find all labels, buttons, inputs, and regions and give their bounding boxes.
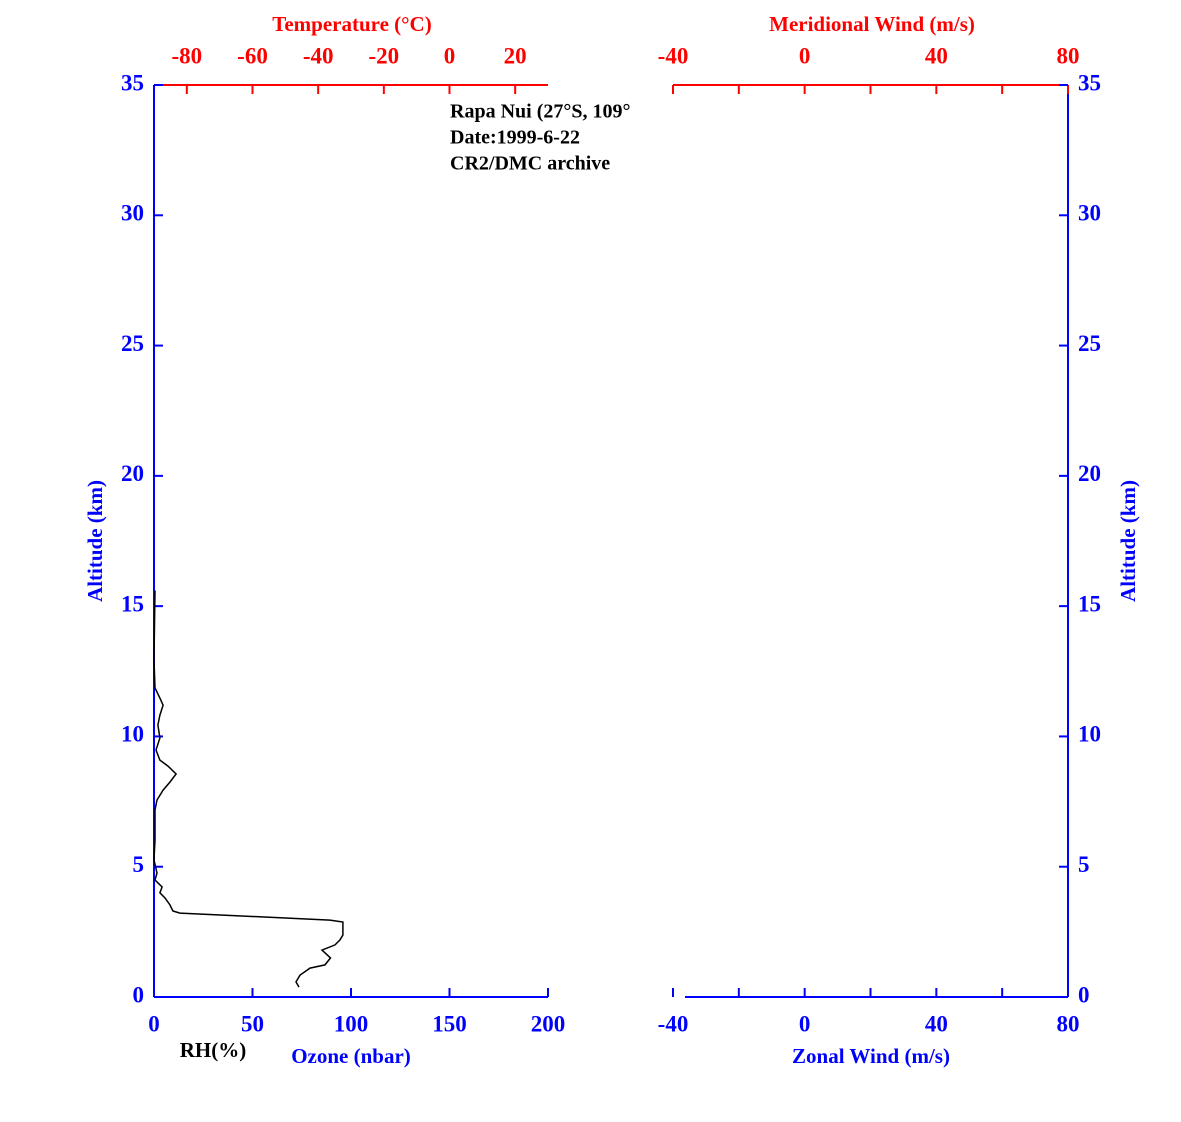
- y-tick-label: 25: [1078, 331, 1101, 356]
- x-tick-label: 40: [925, 1011, 948, 1036]
- y-axis-label: Altitude (km): [83, 480, 107, 602]
- x2-axis-label: Temperature (°C): [272, 12, 431, 36]
- x-tick-label: 200: [531, 1011, 566, 1036]
- x2-tick-label: -60: [237, 43, 268, 68]
- x-axis-label: Ozone (nbar): [291, 1044, 411, 1068]
- x2-tick-label: 80: [1057, 43, 1080, 68]
- y-tick-label: 20: [121, 461, 144, 486]
- x2-tick-label: 40: [925, 43, 948, 68]
- x-tick-label: 50: [241, 1011, 264, 1036]
- x-tick-label: 150: [432, 1011, 467, 1036]
- y-tick-label: 20: [1078, 461, 1101, 486]
- y-tick-label: 10: [1078, 722, 1101, 747]
- y-tick-label: 30: [1078, 201, 1101, 226]
- x-tick-label: 80: [1057, 1011, 1080, 1036]
- y-tick-label: 5: [133, 852, 145, 877]
- y-tick-label: 35: [1078, 70, 1101, 95]
- x-tick-label: 100: [334, 1011, 369, 1036]
- y-tick-label: 35: [121, 70, 144, 95]
- y-tick-label: 5: [1078, 852, 1090, 877]
- y-tick-label: 25: [121, 331, 144, 356]
- annotation: CR2/DMC archive: [450, 153, 610, 175]
- x2-tick-label: 0: [444, 43, 456, 68]
- x2-tick-label: -40: [303, 43, 334, 68]
- x2-tick-label: 20: [504, 43, 527, 68]
- rh-profile: [153, 590, 344, 988]
- x2-tick-label: -40: [658, 43, 689, 68]
- annotation: Date:1999-6-22: [450, 127, 580, 149]
- y-tick-label: 0: [1078, 982, 1090, 1007]
- y-tick-label: 30: [121, 201, 144, 226]
- y-axis-label: Altitude (km): [1116, 480, 1140, 602]
- y-tick-label: 10: [121, 722, 144, 747]
- x-tick-label: -40: [658, 1011, 689, 1036]
- x2-tick-label: 0: [799, 43, 811, 68]
- annotation: Rapa Nui (27°S, 109°: [450, 101, 630, 123]
- y-tick-label: 15: [121, 591, 144, 616]
- x2-tick-label: -80: [171, 43, 202, 68]
- x-tick-label: 0: [148, 1011, 160, 1036]
- x2-tick-label: -20: [368, 43, 399, 68]
- x-axis-label: Zonal Wind (m/s): [792, 1044, 950, 1068]
- x2-axis-label: Meridional Wind (m/s): [769, 12, 975, 36]
- y-tick-label: 0: [133, 982, 145, 1007]
- x-tick-label: 0: [799, 1011, 811, 1036]
- y-tick-label: 15: [1078, 591, 1101, 616]
- rh-label: RH(%): [180, 1038, 247, 1062]
